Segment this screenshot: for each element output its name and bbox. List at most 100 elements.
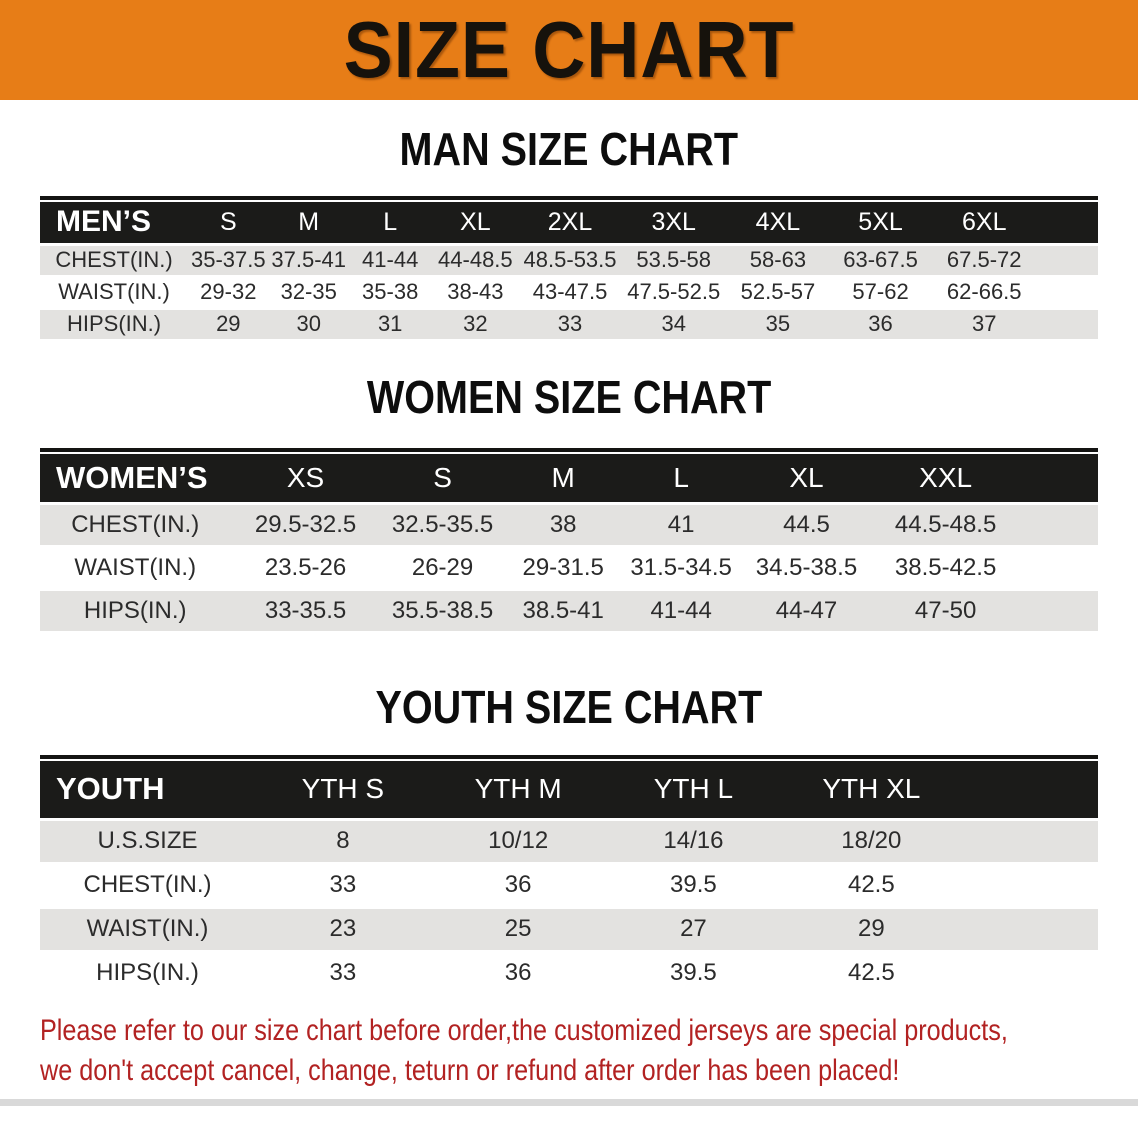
size-value: 48.5-53.5 xyxy=(519,244,621,278)
size-value: 33 xyxy=(254,951,431,997)
men-table-row: CHEST(IN.) 35-37.5 37.5-41 41-44 44-48.5 48.5… xyxy=(40,244,1098,278)
size-value: 47-50 xyxy=(872,589,1019,634)
size-column-header: L xyxy=(348,202,432,246)
size-value: 32-35 xyxy=(268,276,349,310)
row-label: CHEST(IN.) xyxy=(40,863,255,909)
size-value: 34 xyxy=(620,308,727,342)
size-value: 62-66.5 xyxy=(931,276,1037,310)
size-value: 67.5-72 xyxy=(931,244,1037,278)
men-table-row: HIPS(IN.) 29 30 31 32 33 34 35 36 37 xyxy=(40,308,1098,342)
youth-section-heading: YOUTH SIZE CHART xyxy=(0,684,1138,730)
size-column-header: 2XL xyxy=(519,202,621,246)
spacer-cell xyxy=(961,761,1098,821)
youth-table-title: YOUTH xyxy=(40,761,255,821)
size-value: 38.5-42.5 xyxy=(872,546,1019,591)
bottom-strip xyxy=(0,1098,1138,1106)
size-column-header: YTH M xyxy=(430,761,606,821)
spacer-cell xyxy=(1018,453,1098,505)
youth-size-table-mount: YOUTH YTH S YTH M YTH L YTH XL U.S.SIZE 8 10/12… xyxy=(40,761,1098,997)
size-value: 10/12 xyxy=(430,819,606,865)
spacer-cell xyxy=(1036,244,1098,278)
row-label: WAIST(IN.) xyxy=(40,907,255,953)
men-table-title: MEN’S xyxy=(40,202,189,246)
size-column-header: XL xyxy=(740,453,873,505)
size-value: 43-47.5 xyxy=(519,276,621,310)
size-column-header: S xyxy=(380,453,505,505)
size-value: 41-44 xyxy=(621,589,741,634)
size-column-header: 4XL xyxy=(726,202,830,246)
size-value: 25 xyxy=(430,907,606,953)
size-value: 23 xyxy=(254,907,431,953)
size-column-header: M xyxy=(504,453,622,505)
size-value: 27 xyxy=(605,907,782,953)
men-size-table: MEN’S S M L XL 2XL 3XL 4XL 5XL 6XL CHEST(IN.) 35-37… xyxy=(40,202,1098,342)
size-value: 37 xyxy=(931,308,1037,342)
size-value: 53.5-58 xyxy=(620,244,727,278)
size-column-header: S xyxy=(188,202,269,246)
size-value: 14/16 xyxy=(605,819,782,865)
size-value: 42.5 xyxy=(781,863,962,909)
size-value: 29-32 xyxy=(188,276,269,310)
youth-table-row: WAIST(IN.) 23 25 27 29 xyxy=(40,907,1098,953)
size-value: 36 xyxy=(430,863,606,909)
women-size-table: WOMEN’S XS S M L XL XXL CHEST(IN.) 29.5-32.5 32.5… xyxy=(40,453,1098,634)
size-column-header: YTH XL xyxy=(781,761,962,821)
size-column-header: 3XL xyxy=(620,202,727,246)
youth-size-table: YOUTH YTH S YTH M YTH L YTH XL U.S.SIZE 8 10/12… xyxy=(40,761,1098,997)
size-value: 38.5-41 xyxy=(504,589,622,634)
size-value: 38 xyxy=(504,503,622,548)
banner-title: SIZE CHART xyxy=(343,5,795,94)
size-column-header: XXL xyxy=(872,453,1019,505)
size-value: 35.5-38.5 xyxy=(380,589,505,634)
size-column-header: M xyxy=(268,202,349,246)
size-value: 44.5 xyxy=(740,503,873,548)
spacer-cell xyxy=(961,907,1098,953)
row-label: CHEST(IN.) xyxy=(40,244,189,278)
women-table-row: CHEST(IN.) 29.5-32.5 32.5-35.5 38 41 44.5 44.5… xyxy=(40,503,1098,548)
size-value: 23.5-26 xyxy=(230,546,381,591)
size-value: 35-37.5 xyxy=(188,244,269,278)
size-value: 34.5-38.5 xyxy=(740,546,873,591)
size-value: 8 xyxy=(254,819,431,865)
size-value: 29.5-32.5 xyxy=(230,503,381,548)
women-table-row: HIPS(IN.) 33-35.5 35.5-38.5 38.5-41 41-44 44-… xyxy=(40,589,1098,634)
size-value: 38-43 xyxy=(431,276,520,310)
row-label: WAIST(IN.) xyxy=(40,276,189,310)
row-label: WAIST(IN.) xyxy=(40,546,231,591)
youth-section-heading-text: YOUTH SIZE CHART xyxy=(375,681,763,733)
women-size-table-mount: WOMEN’S XS S M L XL XXL CHEST(IN.) 29.5-32.5 32.5… xyxy=(40,453,1098,634)
women-table-row: WAIST(IN.) 23.5-26 26-29 29-31.5 31.5-34.5 34… xyxy=(40,546,1098,591)
size-column-header: L xyxy=(621,453,741,505)
youth-table-topline xyxy=(40,755,1098,759)
disclaimer: Please refer to our size chart before or… xyxy=(40,1011,1138,1091)
spacer-cell xyxy=(1018,589,1098,634)
size-value: 44-47 xyxy=(740,589,873,634)
men-table-topline xyxy=(40,196,1098,200)
size-column-header: 5XL xyxy=(829,202,932,246)
size-value: 29-31.5 xyxy=(504,546,622,591)
size-value: 44-48.5 xyxy=(431,244,520,278)
youth-table-row: HIPS(IN.) 33 36 39.5 42.5 xyxy=(40,951,1098,997)
size-value: 47.5-52.5 xyxy=(620,276,727,310)
row-label: HIPS(IN.) xyxy=(40,951,255,997)
size-value: 57-62 xyxy=(829,276,932,310)
size-value: 29 xyxy=(781,907,962,953)
spacer-cell xyxy=(1018,503,1098,548)
size-value: 35 xyxy=(726,308,830,342)
row-label: CHEST(IN.) xyxy=(40,503,231,548)
size-value: 26-29 xyxy=(380,546,505,591)
size-value: 33 xyxy=(254,863,431,909)
women-table-header-row: WOMEN’S XS S M L XL XXL xyxy=(40,453,1098,505)
size-value: 37.5-41 xyxy=(268,244,349,278)
size-value: 42.5 xyxy=(781,951,962,997)
youth-table-row: CHEST(IN.) 33 36 39.5 42.5 xyxy=(40,863,1098,909)
size-chart-banner: SIZE CHART xyxy=(0,0,1138,100)
disclaimer-line-1: Please refer to our size chart before or… xyxy=(40,1013,1008,1047)
man-section-heading: MAN SIZE CHART xyxy=(0,126,1138,172)
size-value: 29 xyxy=(188,308,269,342)
disclaimer-line-2: we don't accept cancel, change, teturn o… xyxy=(40,1053,900,1087)
size-value: 44.5-48.5 xyxy=(872,503,1019,548)
men-table-header-row: MEN’S S M L XL 2XL 3XL 4XL 5XL 6XL xyxy=(40,202,1098,246)
youth-table-row: U.S.SIZE 8 10/12 14/16 18/20 xyxy=(40,819,1098,865)
women-section-heading: WOMEN SIZE CHART xyxy=(0,374,1138,420)
